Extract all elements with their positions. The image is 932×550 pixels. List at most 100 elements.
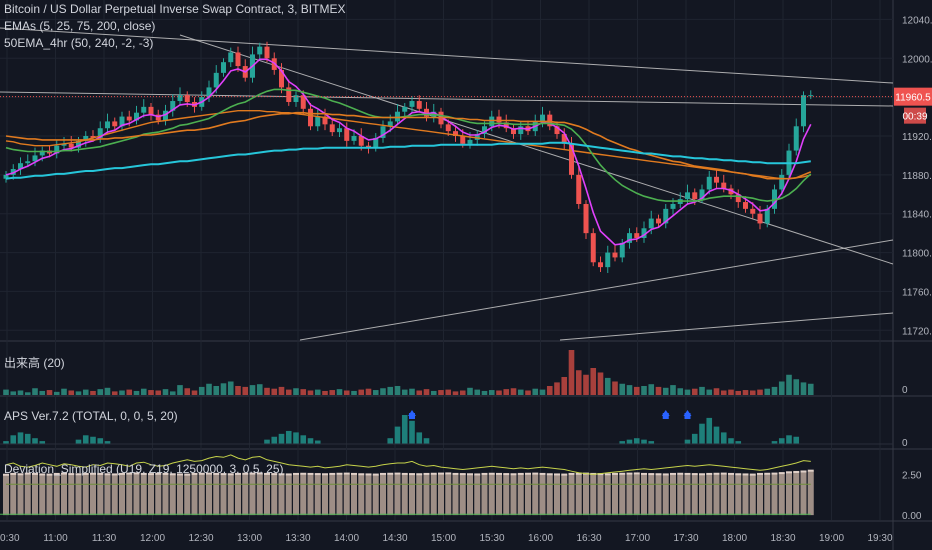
deviation-bar	[430, 474, 437, 516]
deviation-bar	[590, 474, 597, 516]
deviation-cap	[32, 472, 38, 475]
candle-body	[126, 116, 132, 121]
volume-bar	[604, 377, 611, 395]
volume-bar	[227, 381, 234, 395]
deviation-cap	[227, 473, 234, 476]
aps-bar	[32, 438, 38, 444]
volume-bar	[220, 383, 227, 395]
aps-bar	[394, 426, 401, 444]
deviation-bar	[206, 474, 212, 516]
deviation-bar	[155, 474, 162, 516]
volume-bar	[793, 379, 800, 395]
candle-body	[402, 106, 408, 112]
candle-body	[605, 252, 611, 268]
deviation-cap	[220, 473, 227, 476]
price-tick-label: 11920.0	[902, 132, 932, 143]
trendline-4	[559, 312, 894, 341]
candle-body	[685, 192, 690, 200]
candle-body	[627, 233, 632, 243]
deviation-bar	[575, 474, 582, 516]
candle-body	[706, 176, 712, 190]
deviation-cap	[503, 473, 510, 476]
volume-bar	[126, 389, 133, 395]
volume-bar	[771, 386, 778, 395]
volume-bar	[699, 386, 705, 395]
deviation-bar	[242, 474, 249, 516]
deviation-cap	[452, 472, 459, 475]
deviation-cap	[314, 473, 321, 476]
volume-bar	[633, 386, 640, 395]
volume-bar	[481, 390, 488, 395]
candle-body	[170, 101, 176, 111]
deviation-bar	[670, 474, 676, 516]
deviation-bar	[503, 474, 510, 516]
candle-body	[750, 208, 756, 214]
deviation-bar	[53, 474, 60, 516]
volume-bar	[394, 386, 401, 395]
candle-body	[547, 114, 553, 127]
aps-bar	[271, 436, 278, 444]
deviation-bar	[525, 474, 531, 516]
volume-bar	[626, 385, 633, 395]
x-tick-label: 11:30	[92, 533, 117, 544]
price-tick-label: 11720.0	[902, 326, 932, 337]
deviation-cap	[416, 473, 423, 476]
candle-body	[329, 124, 335, 133]
candle-body	[308, 108, 313, 127]
volume-bar	[206, 383, 212, 395]
deviation-bar	[619, 474, 626, 516]
deviation-cap	[82, 472, 89, 475]
deviation-bar	[474, 474, 481, 516]
candle-body	[728, 188, 734, 195]
volume-bar	[184, 388, 191, 395]
candle-body	[554, 126, 560, 135]
aps-bar	[82, 435, 89, 444]
candle-body	[134, 112, 139, 121]
candle-body	[358, 136, 364, 146]
deviation-cap	[438, 472, 444, 475]
candle-body	[482, 126, 487, 135]
volume-bar	[336, 389, 343, 395]
volume-bar	[278, 386, 285, 395]
volume-bar	[786, 374, 792, 395]
candle-body	[721, 182, 727, 189]
candle-body	[714, 176, 719, 183]
deviation-bar	[148, 474, 154, 516]
candle-body	[590, 233, 596, 263]
price-tick-label: 12000.0	[902, 54, 932, 65]
aps-bar	[387, 438, 394, 444]
deviation-cap	[655, 473, 662, 476]
deviation-bar	[90, 474, 96, 516]
deviation-cap	[757, 472, 763, 475]
aps-bar	[307, 438, 314, 444]
ema-line-3	[5, 141, 811, 180]
volume-bar	[46, 390, 53, 395]
deviation-cap	[771, 472, 778, 475]
candle-body	[112, 121, 118, 127]
x-tick-label: 16:00	[528, 533, 553, 544]
aps-bar	[778, 438, 785, 444]
deviation-bar	[10, 474, 17, 516]
aps-signal-dot	[662, 413, 669, 419]
ema-line-2	[5, 111, 812, 180]
candle-body	[206, 87, 212, 98]
deviation-bar	[220, 474, 227, 516]
deviation-bar	[293, 474, 299, 516]
ema-legend: EMAs (5, 25, 75, 200, close)	[4, 19, 156, 33]
deviation-bar	[604, 474, 611, 516]
deviation-bar	[75, 474, 82, 516]
deviation-cap	[474, 473, 481, 476]
deviation-cap	[800, 470, 807, 473]
volume-bar	[61, 388, 67, 395]
x-tick-label: 17:00	[625, 533, 650, 544]
deviation-cap	[10, 472, 17, 475]
candle-body	[76, 140, 81, 148]
deviation-bar	[394, 474, 401, 516]
deviation-bar	[278, 474, 285, 516]
aps-bar	[90, 436, 96, 444]
candle-body	[90, 136, 96, 138]
trendline-0	[0, 27, 894, 84]
deviation-bar	[699, 474, 705, 516]
volume-bar	[684, 389, 691, 395]
